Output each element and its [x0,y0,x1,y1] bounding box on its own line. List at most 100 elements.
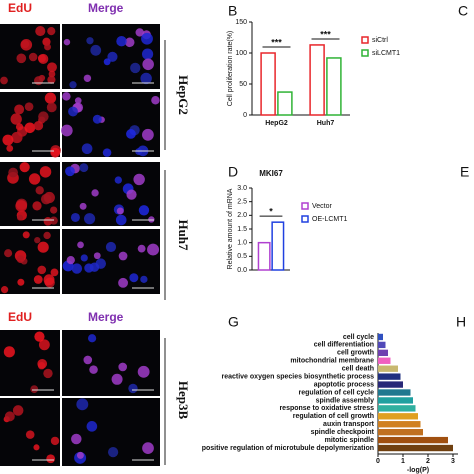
cell-nucleus [148,216,155,223]
cell-nucleus [35,26,46,37]
panel-letter: E [460,164,469,180]
cell-nucleus [147,243,160,256]
panel-letter: G [228,314,239,330]
category-label: mitochondrial membrane [290,358,374,365]
cell-nucleus [76,451,84,459]
cell-nucleus [116,207,124,215]
category-label: auxin transport [323,421,375,428]
column-label: EdU [8,310,32,324]
category-label: positive regulation of microtubule depol… [202,445,374,452]
category-label: mitotic spindle [325,437,375,444]
y-tick-label: 3.0 [237,185,247,192]
cell-nucleus [77,241,84,249]
cell-nucleus [87,334,97,343]
cell-nucleus [115,214,127,226]
cell-nucleus [66,256,75,265]
cell-nucleus [128,383,138,394]
cell-nucleus [118,362,128,372]
cell-nucleus [0,76,8,85]
legend-swatch [361,49,369,57]
bar [257,241,271,271]
bar [378,397,413,404]
cell-nucleus [142,128,154,141]
cell-nucleus [133,173,145,186]
legend-label: OE-LCMT1 [312,216,348,223]
cell-nucleus [15,200,28,212]
cell-nucleus [140,275,148,283]
cell-line-label: HepG2 [176,75,191,115]
panel-letter: D [228,164,238,180]
category-label: cell differentiation [314,342,374,349]
bar [326,57,342,116]
cell-nucleus [15,123,24,131]
cell-nucleus [111,373,123,385]
cell-nucleus [43,368,53,379]
cell-nucleus [25,430,35,439]
panel-letter: B [228,3,237,19]
cell-nucleus [124,37,135,48]
bar [378,413,418,420]
cell-nucleus [71,263,83,274]
y-tick-label: 50 [239,81,247,88]
cell-nucleus [43,274,55,286]
cell-nucleus [118,251,128,261]
cell-nucleus [62,92,71,101]
cell-nucleus [80,254,88,262]
cell-nucleus [83,74,92,82]
significance-label: *** [271,37,282,47]
cell-nucleus [140,72,152,85]
cell-nucleus [79,163,89,173]
cell-nucleus [33,121,44,131]
cell-nucleus [90,44,102,56]
category-label: regulation of cell growth [293,413,374,420]
micrograph [62,330,160,396]
x-tick-label: 2 [426,458,430,465]
cell-nucleus [83,355,93,365]
x-tick-label: 3 [451,458,455,465]
cell-nucleus [30,385,39,394]
cell-nucleus [50,436,60,446]
legend-label: Vector [312,203,333,210]
cell-nucleus [14,104,25,115]
legend-label: siLCMT1 [372,50,400,57]
cell-nucleus [89,365,98,374]
category-label: apoptotic process [314,381,374,388]
category-label: regulation of cell cycle [299,389,375,396]
significance-label: * [269,207,273,217]
cell-nucleus [89,262,100,272]
bar [378,341,386,349]
cell-nucleus [103,58,111,66]
bar [378,365,398,372]
y-tick-label: 100 [235,50,247,57]
cell-nucleus [33,275,43,284]
cell-nucleus [20,40,30,49]
cell-nucleus [3,346,15,358]
cell-nucleus [105,241,117,253]
cell-nucleus [142,58,154,71]
cell-nucleus [34,236,41,244]
column-label: EdU [8,1,32,15]
category-label: reactive oxygen species biosynthetic pro… [221,373,374,380]
y-tick-label: 0.5 [237,253,247,260]
micrograph [0,330,60,396]
y-tick-label: 0 [243,112,247,119]
cell-nucleus [126,189,137,200]
cell-nucleus [4,249,13,258]
cell-nucleus [17,278,25,286]
x-axis-label: -log(P) [407,467,429,474]
cell-nucleus [44,92,57,104]
cell-nucleus [24,102,34,112]
cell-nucleus [49,216,58,225]
cell-nucleus [107,51,118,62]
bar [378,357,391,364]
cell-nucleus [76,398,89,411]
cell-line-label: Hep3B [176,381,191,420]
cell-nucleus [70,212,80,222]
cell-nucleus [40,193,52,205]
cell-nucleus [47,27,56,36]
bar [378,428,423,436]
x-tick-label: HepG2 [265,120,288,127]
cell-line-label: Huh7 [176,219,191,251]
cell-nucleus [22,231,30,239]
